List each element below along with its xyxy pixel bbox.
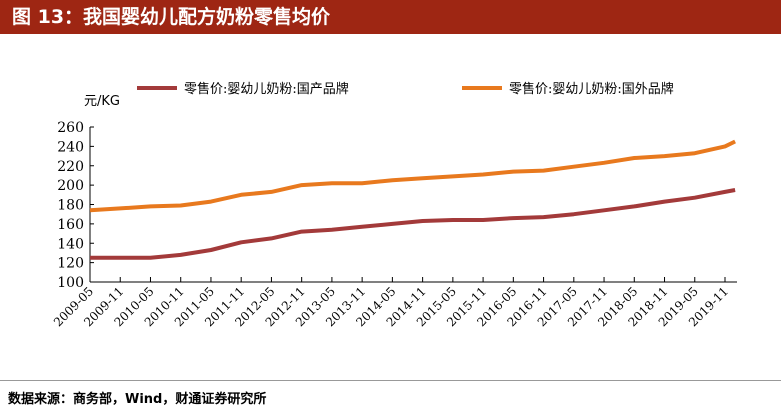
y-tick-label: 220: [57, 159, 84, 175]
legend-label: 零售价:婴幼儿奶粉:国外品牌: [509, 81, 674, 97]
y-tick-label: 160: [57, 217, 84, 233]
line-chart: 1001201401601802002202402602009-052009-1…: [51, 81, 737, 329]
legend-label: 零售价:婴幼儿奶粉:国产品牌: [184, 81, 349, 97]
y-tick-label: 100: [57, 275, 84, 291]
y-tick-label: 240: [57, 139, 84, 155]
y-axis-label: 元/KG: [84, 94, 120, 109]
y-tick-label: 260: [57, 120, 84, 136]
series-line-1: [89, 139, 736, 213]
y-tick-label: 140: [57, 236, 84, 252]
y-tick-label: 180: [57, 198, 84, 214]
y-tick-label: 120: [57, 256, 84, 272]
series-line-0: [90, 188, 736, 260]
divider: [0, 380, 781, 381]
figure-title: 图 13：我国婴幼儿配方奶粉零售均价: [0, 0, 781, 34]
y-tick-label: 200: [57, 178, 84, 194]
source-note: 数据来源：商务部，Wind，财通证券研究所: [8, 392, 267, 407]
